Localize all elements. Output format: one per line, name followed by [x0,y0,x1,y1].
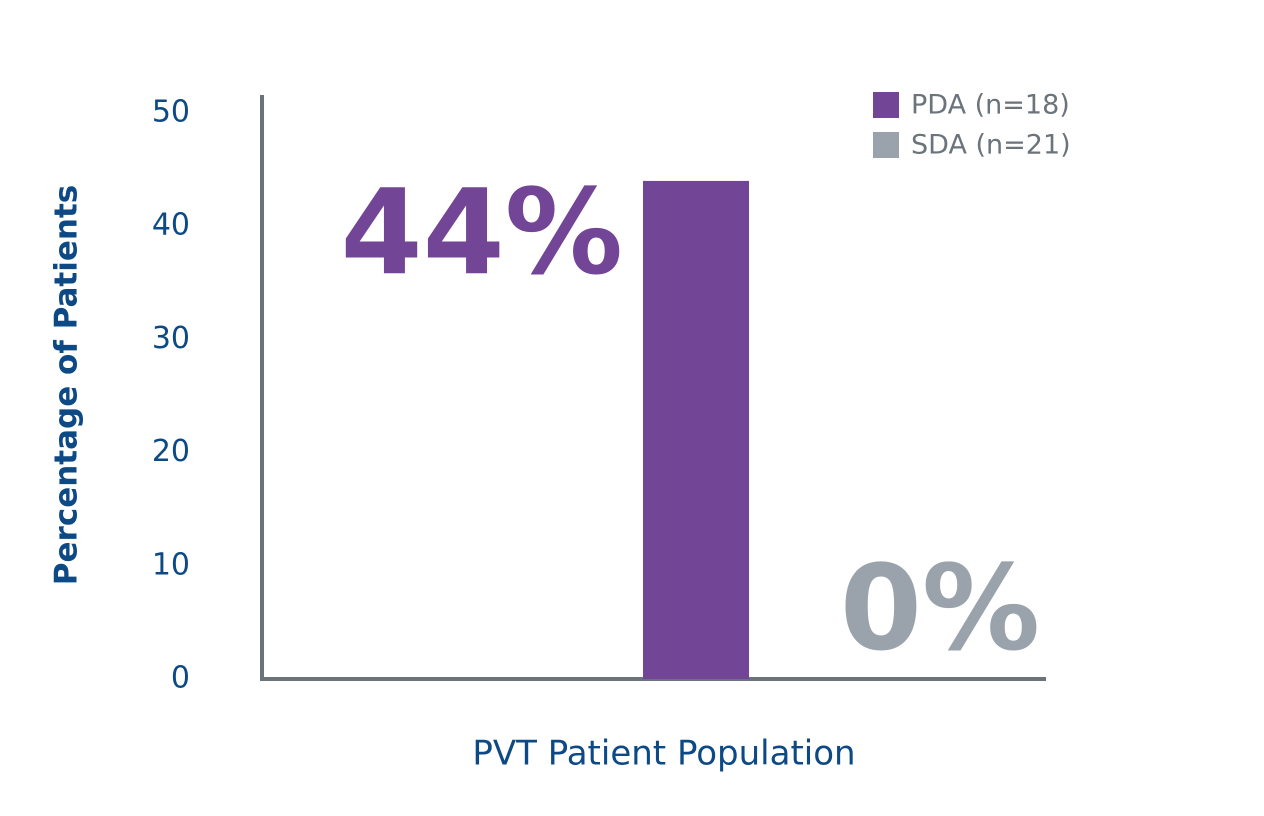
value-label: 0% [840,539,1040,677]
legend-swatch [873,92,899,118]
legend-label: PDA (n=18) [911,90,1070,121]
legend-swatch [873,132,899,158]
y-tick-label: 30 [152,321,190,356]
x-axis-label: PVT Patient Population [472,734,855,774]
bar [643,180,749,680]
y-tick-label: 0 [171,661,190,696]
y-tick-label: 40 [152,208,190,243]
legend-label: SDA (n=21) [911,130,1071,161]
y-tick-label: 10 [152,547,190,582]
value-label: 44% [341,163,623,301]
y-tick-label: 20 [152,434,190,469]
y-tick-label: 50 [152,95,190,130]
y-axis-label: Percentage of Patients [49,185,85,585]
